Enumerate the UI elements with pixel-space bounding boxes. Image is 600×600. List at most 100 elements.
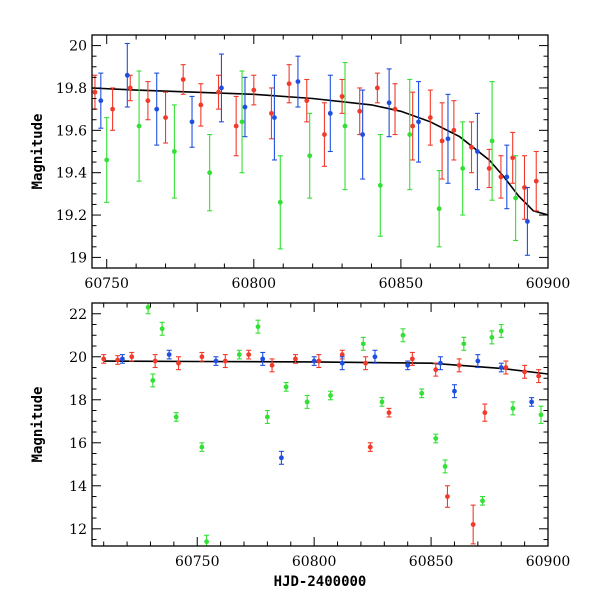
data-point-red (363, 360, 368, 366)
data-point-red (409, 356, 415, 362)
data-point-green (255, 324, 261, 330)
data-point-green (480, 498, 485, 504)
data-point-red (322, 132, 327, 137)
y-tick-label: 19.2 (56, 208, 87, 224)
data-point-green (510, 405, 516, 411)
x-tick-label: 60850 (409, 554, 454, 570)
data-point-blue (474, 149, 480, 154)
x-tick-label: 60900 (526, 276, 571, 292)
data-point-red (92, 89, 98, 95)
data-point-green (489, 138, 495, 144)
data-point-red (316, 358, 322, 364)
data-point-blue (213, 358, 219, 364)
data-point-green (538, 412, 544, 418)
data-point-blue (166, 352, 172, 358)
y-tick-label: 19.4 (56, 166, 87, 182)
data-point-red (339, 352, 345, 358)
data-point-red (145, 98, 151, 104)
data-point-red (427, 115, 433, 121)
data-point-blue (219, 85, 224, 91)
x-tick-label: 60750 (84, 276, 129, 292)
data-point-green (328, 393, 333, 398)
data-point-red (498, 174, 504, 180)
data-point-green (461, 341, 467, 347)
data-point-blue (504, 174, 510, 180)
y-tick-label: 14 (69, 479, 87, 495)
x-tick-label: 60800 (232, 276, 277, 292)
data-point-red (433, 367, 439, 373)
series-green (145, 303, 544, 546)
data-point-red (510, 155, 516, 161)
data-point-red (456, 362, 462, 368)
data-point-blue (525, 219, 530, 224)
data-point-red (533, 178, 539, 184)
data-point-green (145, 304, 151, 310)
data-point-blue (242, 104, 248, 110)
data-point-green (207, 170, 213, 176)
data-point-red (482, 410, 488, 416)
data-point-red (304, 98, 310, 104)
data-point-green (377, 182, 383, 188)
data-point-red (286, 81, 292, 87)
data-point-green (460, 166, 466, 171)
data-point-green (360, 341, 366, 347)
data-point-red (176, 360, 181, 366)
data-point-red (503, 365, 509, 370)
data-point-red (127, 85, 133, 91)
x-tick-label: 60900 (526, 554, 571, 570)
data-point-red (216, 89, 221, 95)
data-point-red (198, 102, 204, 108)
data-point-green (104, 157, 110, 163)
x-tick-label: 60800 (292, 554, 337, 570)
data-point-blue (386, 100, 392, 106)
data-point-green (283, 384, 289, 390)
data-point-red (469, 144, 474, 150)
x-axis-title: HJD-2400000 (274, 574, 367, 590)
data-point-red (392, 106, 398, 112)
data-point-red (233, 123, 239, 129)
data-point-blue (272, 115, 277, 121)
data-point-blue (445, 136, 451, 142)
data-point-blue (498, 365, 504, 370)
data-point-green (433, 436, 439, 441)
y-tick-label: 20 (69, 350, 87, 366)
data-point-red (110, 106, 115, 112)
y-axis-title: Magnitude (30, 387, 46, 463)
data-point-red (386, 410, 392, 416)
data-point-green (513, 195, 519, 201)
data-point-blue (360, 132, 366, 137)
data-point-blue (189, 119, 195, 125)
data-point-red (410, 123, 416, 129)
data-point-blue (154, 106, 160, 112)
data-point-blue (295, 79, 301, 84)
data-point-green (307, 153, 313, 159)
data-point-red (451, 127, 457, 133)
series-blue (119, 349, 535, 465)
data-point-green (171, 149, 177, 154)
data-point-red (222, 358, 228, 364)
data-point-blue (124, 72, 130, 78)
data-point-blue (475, 358, 481, 364)
series-red (92, 64, 539, 220)
data-point-blue (260, 356, 266, 362)
data-point-blue (452, 388, 457, 394)
model-curve (103, 360, 548, 375)
data-point-red (199, 354, 205, 360)
y-tick-label: 22 (69, 307, 87, 323)
data-point-green (159, 326, 165, 332)
data-point-green (436, 206, 442, 212)
data-point-green (264, 414, 270, 420)
data-point-blue (372, 354, 378, 360)
data-point-green (199, 444, 205, 450)
data-point-red (536, 373, 542, 379)
data-point-red (246, 352, 252, 358)
y-tick-label: 19.8 (56, 81, 87, 97)
plot-area (101, 303, 548, 546)
data-point-green (407, 132, 413, 137)
data-point-red (269, 362, 275, 368)
series-green (104, 61, 519, 250)
x-tick-label: 60750 (175, 554, 220, 570)
data-point-blue (311, 358, 317, 364)
data-point-green (342, 123, 348, 129)
